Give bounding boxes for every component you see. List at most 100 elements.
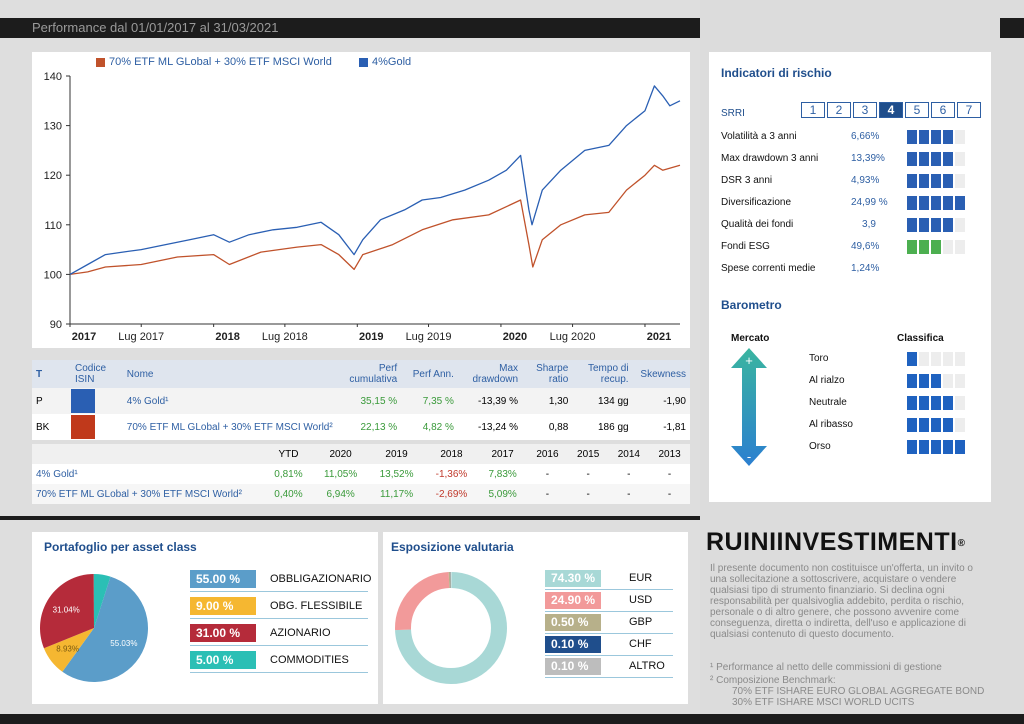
barometro-bar-segment [955, 352, 965, 366]
risk-bar-segment [931, 196, 941, 210]
risk-label: Diversificazione [721, 197, 792, 208]
cell-recup: 134 gg [597, 395, 629, 407]
risk-row: Spese correnti medie 1,24% [709, 260, 991, 280]
risk-label: DSR 3 anni [721, 175, 773, 186]
cell-value: 6,94% [326, 488, 355, 500]
asset-class-value: 9.00 % [190, 597, 256, 615]
row-divider [545, 611, 673, 612]
asset-class-value: 31.00 % [190, 624, 256, 642]
barometro-bar-segment [931, 418, 941, 432]
x-tick-label: 2018 [215, 331, 239, 343]
footnote-1: ¹ Performance al netto delle commissioni… [710, 662, 942, 673]
srri-box-1: 1 [801, 102, 825, 118]
srri-box-6: 6 [931, 102, 955, 118]
asset-pie-chart: 55.03% 8.93% 31.04% [39, 574, 148, 682]
risk-value: 3,9 [862, 219, 876, 230]
currency-label: ALTRO [629, 660, 665, 672]
risk-indicator-list: Volatilità a 3 anni 6,66% Max drawdown 3 a… [709, 128, 991, 288]
col-header: Perf Ann. [412, 368, 454, 380]
barometro-bar-segment [931, 440, 941, 454]
col-header: Tempo di recup. [588, 363, 629, 385]
barometro-bar-segment [943, 374, 953, 388]
classifica-label: Classifica [897, 333, 944, 344]
asset-class-panel: Portafoglio per asset class 55.03% 8.93% 3… [32, 532, 378, 704]
col-header: Max drawdown [472, 363, 519, 385]
risk-bar-segment [919, 130, 929, 144]
asset-class-value: 5.00 % [190, 651, 256, 669]
cell-sharpe: 1,30 [548, 395, 569, 407]
currency-value: 0.10 % [545, 636, 601, 653]
cell-value: -1,36% [435, 468, 468, 480]
asset-class-row: 55.00 % OBBLIGAZIONARIO [190, 570, 371, 592]
srri-box-2: 2 [827, 102, 851, 118]
row-type: BK [36, 421, 50, 433]
barometro-row: Al ribasso [709, 416, 991, 436]
cell-value: 7,83% [488, 468, 517, 480]
page-title: Performance dal 01/01/2017 al 31/03/2021 [32, 20, 279, 35]
col-header: YTD [278, 448, 299, 460]
asset-class-value: 55.00 % [190, 570, 256, 588]
y-tick-label: 120 [44, 170, 62, 182]
risk-bar-segment [907, 152, 917, 166]
currency-row: 0.10 % CHF [545, 636, 685, 656]
risk-bar-segment [907, 196, 917, 210]
risk-row: Diversificazione 24,99 % [709, 194, 991, 214]
risk-bar-segment [943, 218, 953, 232]
risk-row: Max drawdown 3 anni 13,39% [709, 150, 991, 170]
barometro-label: Neutrale [809, 397, 847, 408]
risk-label: Fondi ESG [721, 241, 770, 252]
cell-perf-ann: 4,82 % [422, 421, 454, 433]
risk-value: 4,93% [851, 175, 880, 186]
pie-slice-label: 8.93% [56, 645, 79, 654]
risk-bar-segment [919, 240, 929, 254]
table-row: 4% Gold¹ 0,81% 11,05% 13,52% -1,36% 7,83… [32, 464, 690, 484]
cell-value: 0,40% [274, 488, 303, 500]
row-divider [190, 672, 368, 673]
risk-title: Indicatori di rischio [721, 66, 832, 80]
registered-mark: ® [957, 537, 966, 549]
asset-class-label: COMMODITIES [270, 654, 349, 666]
mercato-label: Mercato [731, 333, 770, 344]
currency-label: USD [629, 594, 653, 606]
risk-row: DSR 3 anni 4,93% [709, 172, 991, 192]
row-divider [190, 591, 368, 592]
risk-bar-segment [931, 240, 941, 254]
col-header: Sharpe ratio [536, 363, 569, 385]
row-divider [545, 589, 673, 590]
risk-value: 24,99 % [851, 197, 888, 208]
col-header: Perf cumulativa [349, 363, 398, 385]
x-tick-label: Lug 2020 [550, 331, 596, 343]
currency-donut-chart [395, 572, 507, 684]
barometro-bar-segment [919, 440, 929, 454]
row-divider [545, 655, 673, 656]
row-color-cell [70, 414, 123, 440]
barometro-bar-segment [955, 374, 965, 388]
table-row: 70% ETF ML GLobal + 30% ETF MSCI World² … [32, 484, 690, 504]
cell-value: 11,05% [324, 468, 358, 480]
y-tick-label: 90 [50, 319, 62, 331]
col-header: Skewness [640, 368, 686, 380]
cell-value: 0,81% [274, 468, 303, 480]
asset-class-row: 31.00 % AZIONARIO [190, 624, 370, 646]
risk-bar-segment [943, 174, 953, 188]
yearly-table: YTD 2020 2019 2018 2017 2016 2015 2014 2… [32, 444, 690, 504]
risk-bar-segment [955, 174, 965, 188]
cell-perf-cum: 22,13 % [360, 421, 398, 433]
cell-skew: -1,81 [663, 421, 686, 433]
pie-slice [93, 574, 111, 628]
minus-sign: - [747, 449, 751, 464]
col-header: 2016 [536, 448, 559, 460]
barometro-bar-segment [919, 374, 929, 388]
donut-segment [395, 572, 507, 684]
risk-value: 49,6% [851, 241, 880, 252]
asset-class-row: 9.00 % OBG. FLESSIBILE [190, 597, 370, 619]
barometro-bar-segment [931, 374, 941, 388]
table-header-row: T Codice ISIN Nome Perf cumulativa Perf … [32, 360, 690, 388]
barometro-row: Neutrale [709, 394, 991, 414]
risk-bar-segment [943, 240, 953, 254]
row-divider [545, 633, 673, 634]
risk-bar-segment [907, 130, 917, 144]
risk-bar-segment [919, 218, 929, 232]
legend-label: 70% ETF ML GLobal + 30% ETF MSCI World [109, 56, 332, 68]
legend-item-p: 4%Gold [359, 56, 411, 68]
